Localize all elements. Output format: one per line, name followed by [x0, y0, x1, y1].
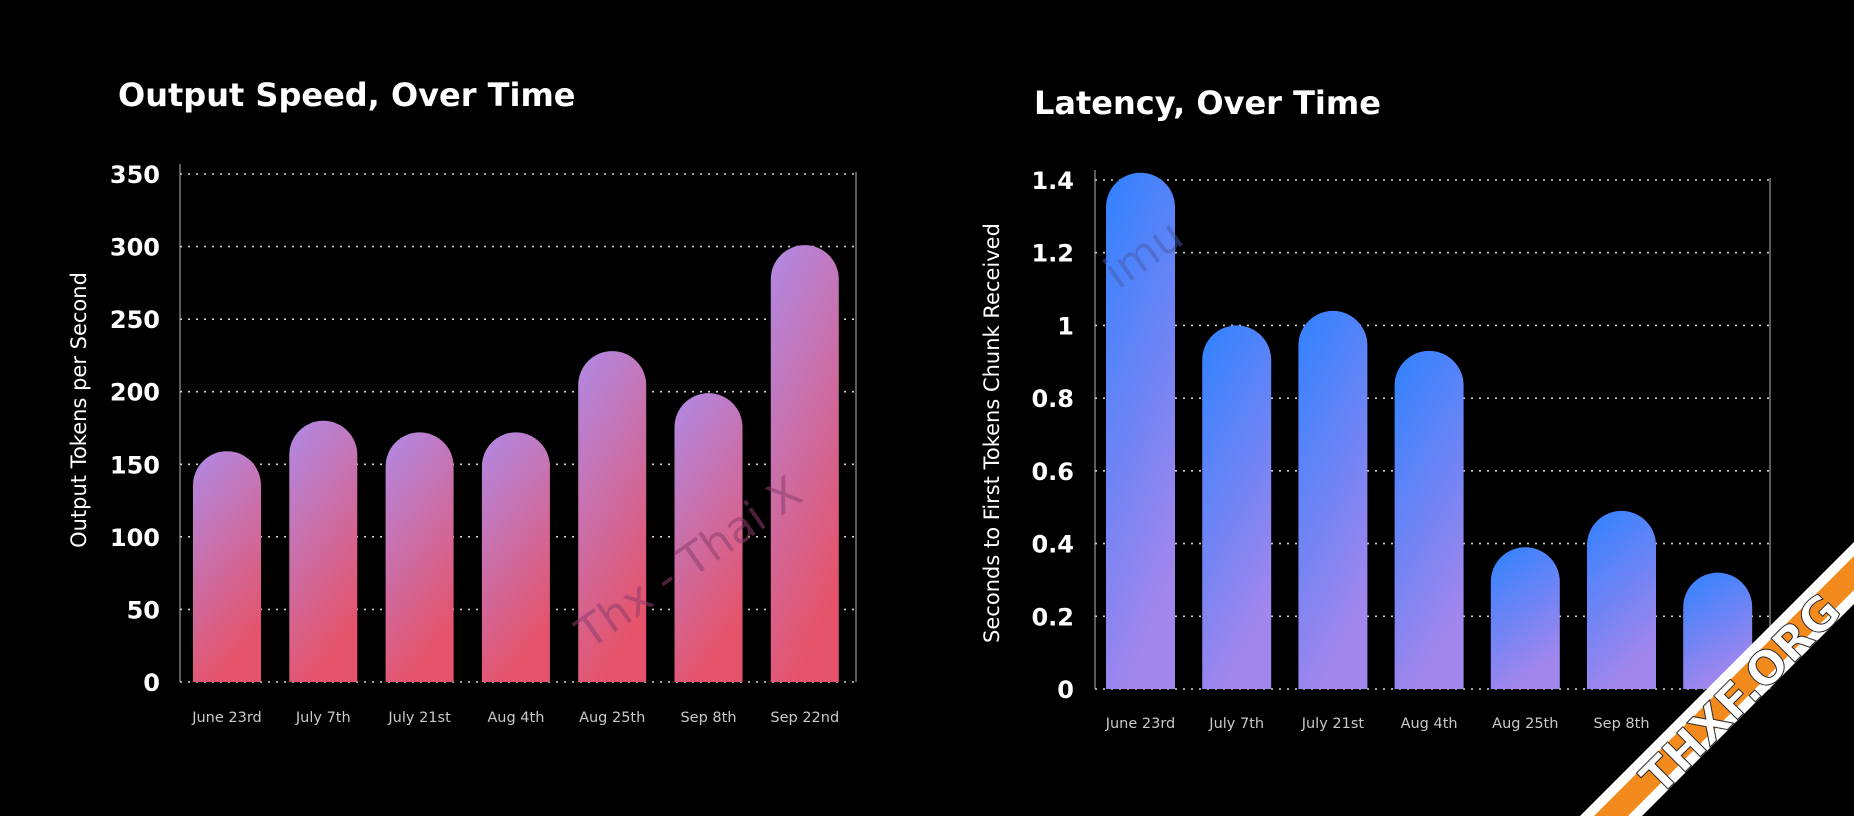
output-speed-x-tick-label: Aug 4th — [487, 710, 544, 726]
latency-bar — [1202, 325, 1272, 689]
latency-title: Latency, Over Time — [1034, 84, 1381, 122]
output-speed-y-tick-label: 200 — [110, 379, 160, 407]
latency-x-ticks: June 23rd July 7th July 21st Aug 4th Aug 25t… — [1105, 716, 1650, 732]
output-speed-y-axis-label: Output Tokens per Second — [67, 272, 91, 548]
output-speed-bar — [770, 245, 839, 682]
latency-y-tick-label: 1 — [1057, 312, 1074, 340]
output-speed-y-tick-label: 300 — [110, 234, 160, 262]
latency-x-tick-label: June 23rd — [1105, 716, 1176, 732]
output-speed-x-tick-label: June 23rd — [191, 710, 262, 726]
output-speed-bar — [193, 451, 261, 682]
latency-bar — [1683, 572, 1753, 689]
output-speed-x-tick-label: Sep 22nd — [770, 710, 839, 726]
latency-bar — [1587, 510, 1656, 689]
output-speed-bar — [674, 393, 743, 682]
output-speed-y-ticks: 0 50 100 150 200 250 300 350 — [110, 161, 160, 697]
output-speed-y-tick-label: 350 — [110, 161, 160, 189]
latency-y-tick-label: 0.2 — [1031, 603, 1074, 631]
latency-y-tick-label: 0.6 — [1031, 458, 1074, 486]
latency-y-tick-label: 0.4 — [1031, 531, 1074, 559]
output-speed-x-tick-label: Aug 25th — [579, 710, 645, 726]
output-speed-chart: Output Speed, Over Time Output Tokens pe… — [67, 76, 857, 726]
latency-bars — [1106, 172, 1753, 690]
latency-x-tick-label: July 7th — [1208, 716, 1264, 732]
latency-y-ticks: 0 0.2 0.4 0.6 0.8 1 1.2 1.4 — [1031, 167, 1074, 704]
latency-y-tick-label: 1.2 — [1031, 240, 1074, 268]
badge-band — [1594, 556, 1854, 816]
output-speed-x-tick-label: July 21st — [387, 710, 451, 726]
output-speed-x-ticks: June 23rd July 7th July 21st Aug 4th Aug 25t… — [191, 710, 839, 726]
latency-bar — [1490, 547, 1560, 689]
badge-border — [1580, 542, 1854, 816]
output-speed-y-tick-label: 0 — [143, 669, 160, 697]
latency-y-axis-label: Seconds to First Tokens Chunk Received — [980, 223, 1004, 643]
latency-x-tick-label: July 21st — [1301, 716, 1365, 732]
output-speed-y-tick-label: 250 — [110, 306, 160, 334]
output-speed-bar — [289, 420, 358, 682]
latency-bar — [1106, 172, 1175, 690]
output-speed-bars — [193, 245, 839, 682]
output-speed-title: Output Speed, Over Time — [118, 76, 576, 114]
latency-y-tick-label: 0.8 — [1031, 385, 1074, 413]
latency-x-tick-label: Aug 4th — [1401, 716, 1458, 732]
output-speed-bar — [481, 432, 550, 682]
latency-x-tick-label: Sep 8th — [1593, 716, 1649, 732]
output-speed-x-tick-label: Sep 8th — [680, 710, 736, 726]
output-speed-bar — [385, 432, 454, 682]
output-speed-y-tick-label: 50 — [127, 596, 160, 624]
output-speed-y-tick-label: 150 — [110, 451, 160, 479]
latency-chart: Latency, Over Time Seconds to First Toke… — [980, 84, 1771, 732]
latency-bar — [1394, 350, 1464, 689]
output-speed-x-tick-label: July 7th — [295, 710, 351, 726]
latency-bar — [1298, 310, 1368, 689]
latency-x-tick-label: Aug 25th — [1492, 716, 1558, 732]
output-speed-y-tick-label: 100 — [110, 524, 160, 552]
output-speed-bar — [578, 351, 647, 682]
latency-y-tick-label: 0 — [1057, 676, 1074, 704]
latency-y-tick-label: 1.4 — [1031, 167, 1074, 195]
